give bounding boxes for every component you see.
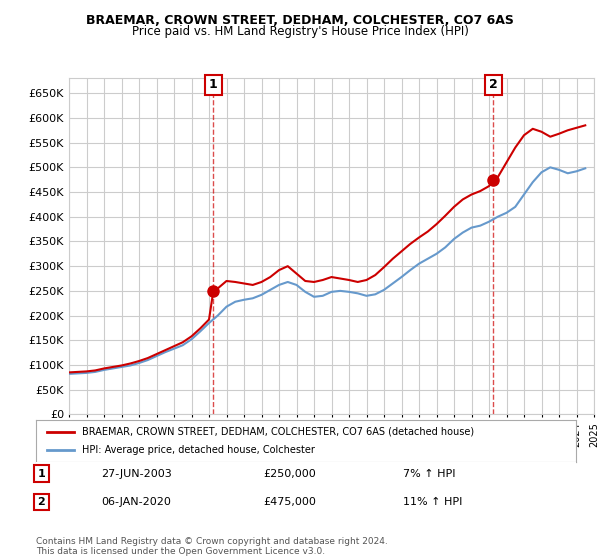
Text: 1: 1	[38, 469, 45, 479]
Text: 06-JAN-2020: 06-JAN-2020	[101, 497, 170, 507]
Text: Price paid vs. HM Land Registry's House Price Index (HPI): Price paid vs. HM Land Registry's House …	[131, 25, 469, 38]
Text: BRAEMAR, CROWN STREET, DEDHAM, COLCHESTER, CO7 6AS: BRAEMAR, CROWN STREET, DEDHAM, COLCHESTE…	[86, 14, 514, 27]
Text: £250,000: £250,000	[263, 469, 316, 479]
Text: 2: 2	[489, 78, 498, 91]
Text: £475,000: £475,000	[263, 497, 316, 507]
Text: 27-JUN-2003: 27-JUN-2003	[101, 469, 172, 479]
Text: 7% ↑ HPI: 7% ↑ HPI	[403, 469, 456, 479]
Text: Contains HM Land Registry data © Crown copyright and database right 2024.: Contains HM Land Registry data © Crown c…	[36, 537, 388, 546]
Text: BRAEMAR, CROWN STREET, DEDHAM, COLCHESTER, CO7 6AS (detached house): BRAEMAR, CROWN STREET, DEDHAM, COLCHESTE…	[82, 427, 474, 437]
Text: 2: 2	[38, 497, 45, 507]
Text: HPI: Average price, detached house, Colchester: HPI: Average price, detached house, Colc…	[82, 445, 315, 455]
Text: 11% ↑ HPI: 11% ↑ HPI	[403, 497, 463, 507]
Text: This data is licensed under the Open Government Licence v3.0.: This data is licensed under the Open Gov…	[36, 547, 325, 556]
Text: 1: 1	[209, 78, 218, 91]
